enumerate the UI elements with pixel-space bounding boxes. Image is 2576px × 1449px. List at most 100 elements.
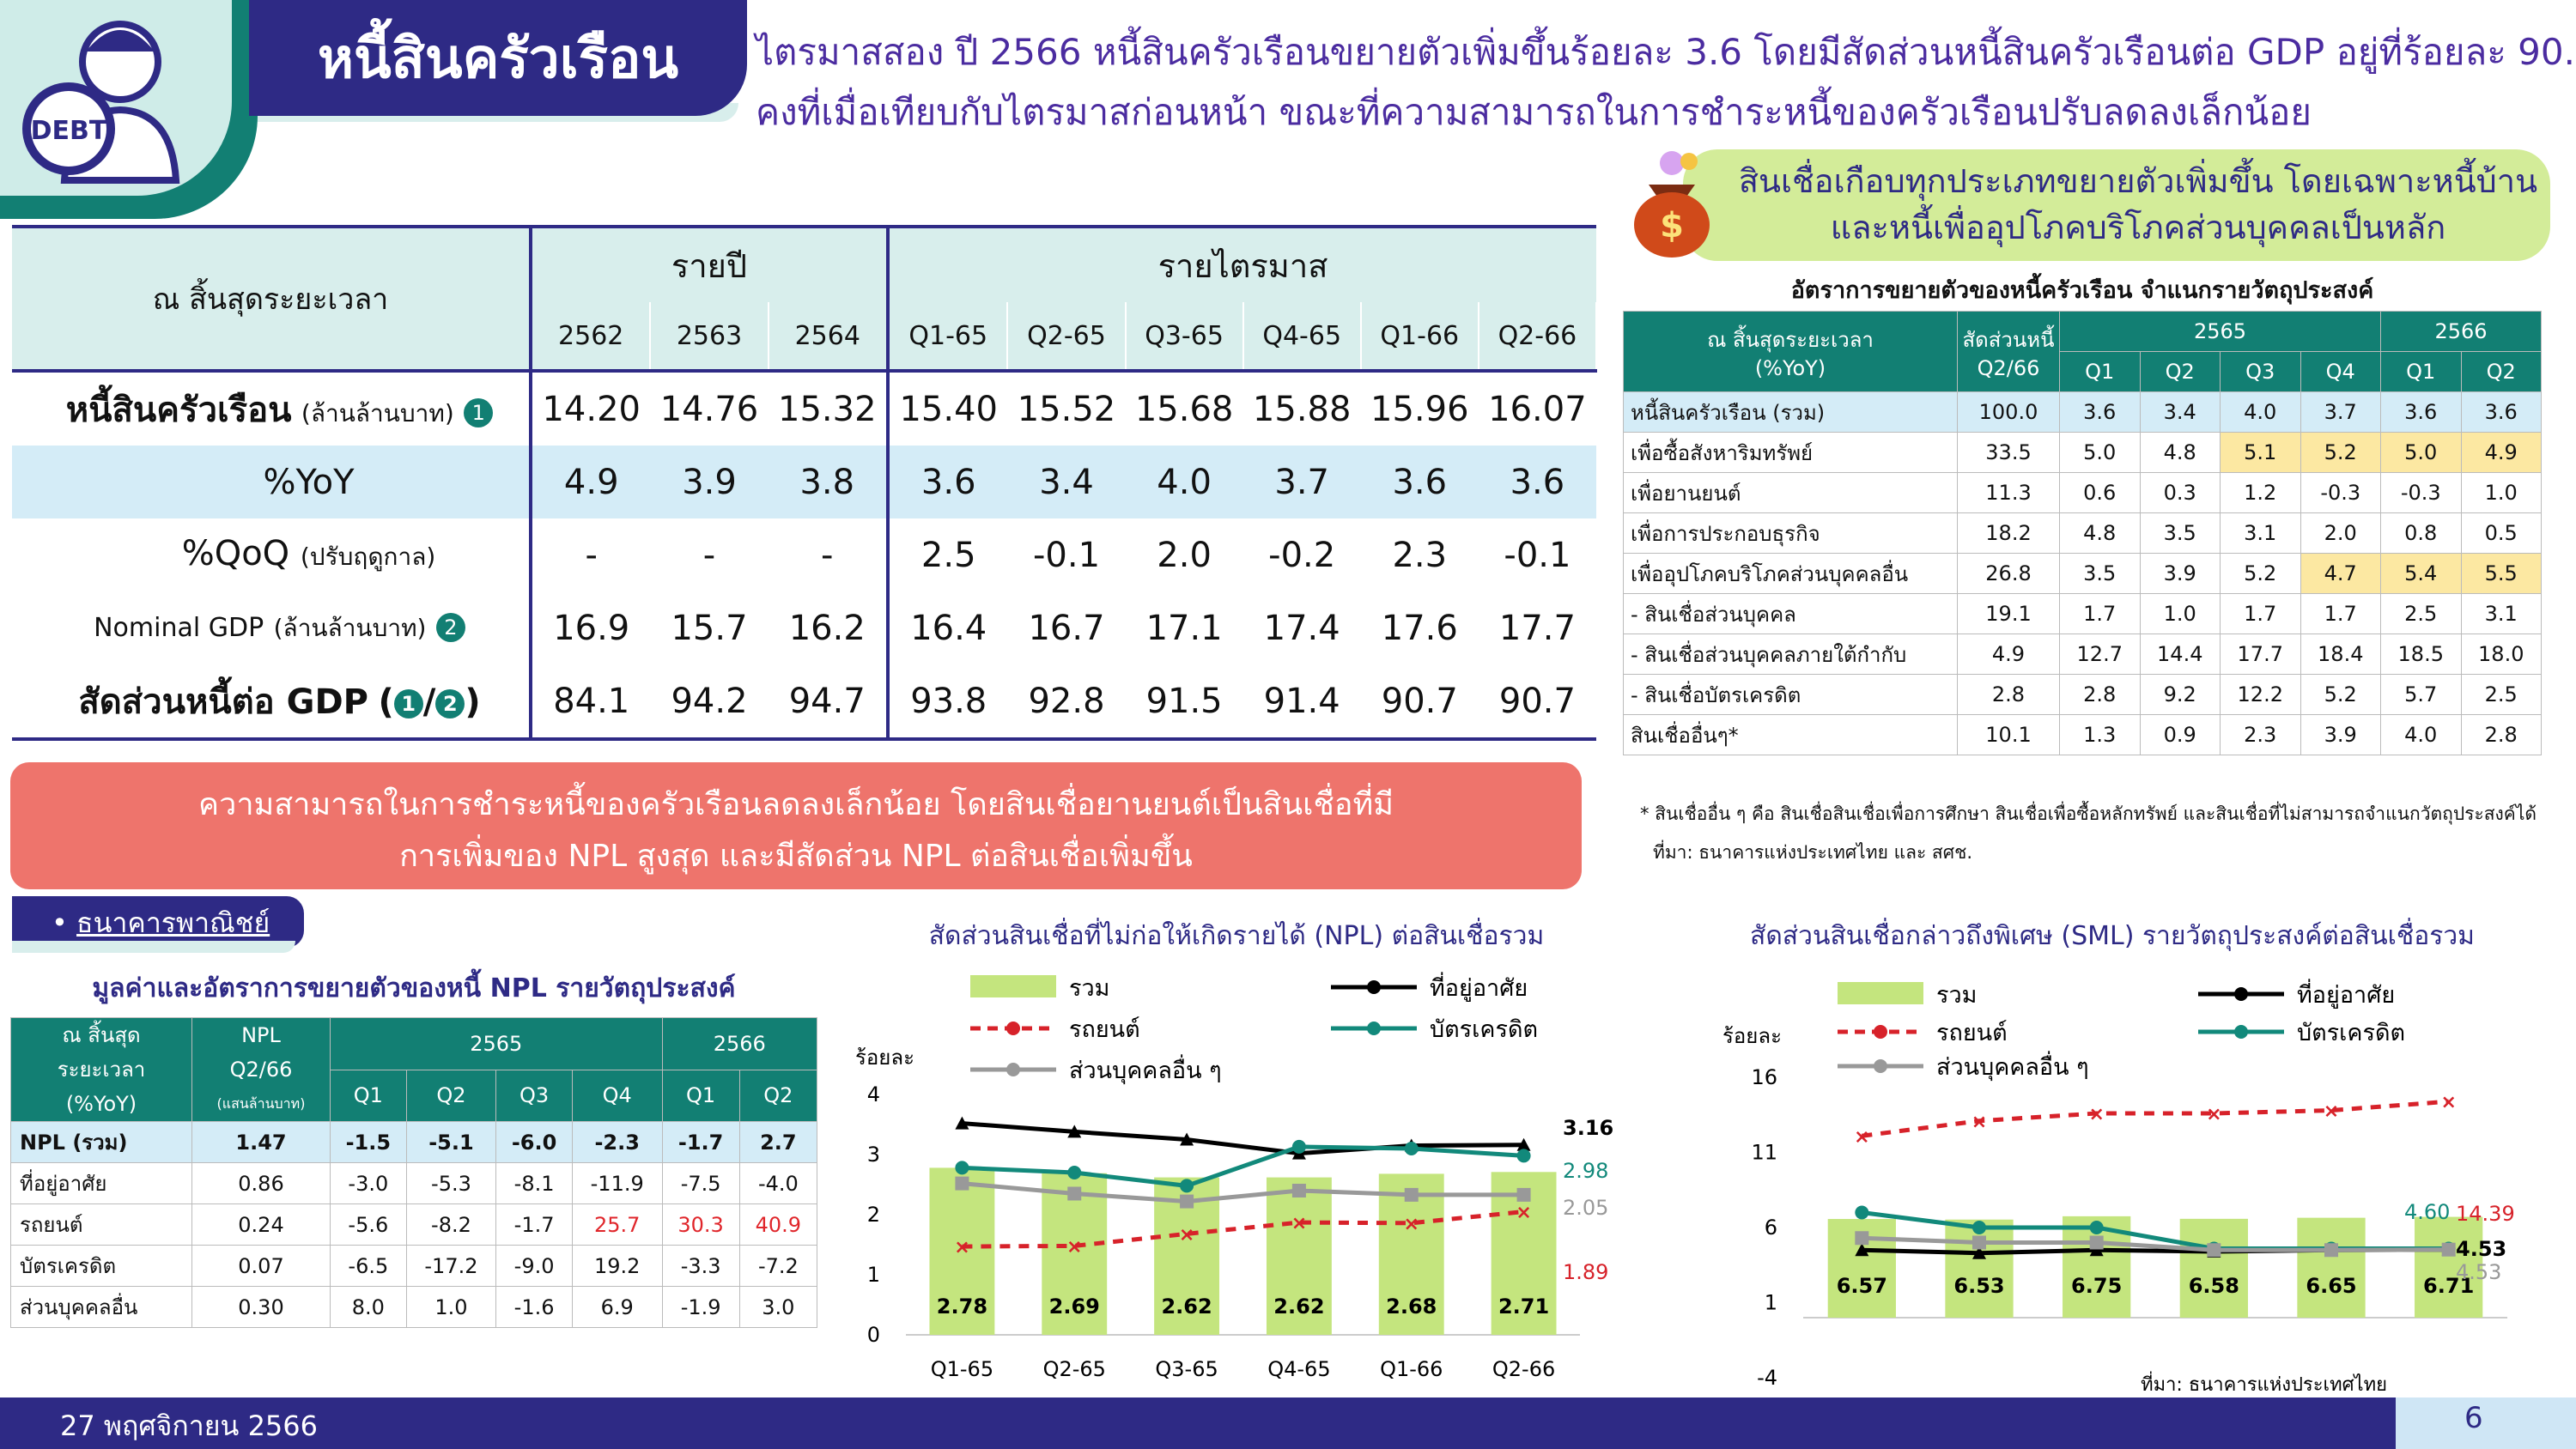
purpose-cell: 3.6: [2380, 391, 2462, 433]
purpose-cell: 1.2: [2220, 472, 2301, 513]
npl-corner-3: (%YoY): [65, 1092, 137, 1116]
npl-cell: -5.6: [330, 1203, 407, 1246]
main-cell: 17.6: [1381, 608, 1458, 648]
npl-cell: -8.1: [495, 1162, 573, 1204]
legend-marker: [1874, 1025, 1887, 1039]
series-point: [2441, 1242, 2456, 1257]
npl-corner-1: ณ สิ้นสุด: [62, 1023, 141, 1047]
npl-cell: -1.7: [495, 1203, 573, 1246]
npl-cell: -5.1: [405, 1121, 497, 1163]
main-cell: 17.7: [1498, 608, 1576, 648]
series-point: [2089, 1243, 2104, 1257]
main-table-row: %YoY 4.9 3.9 3.8 3.6 3.4 4.0 3.7 3.6 3.6: [12, 446, 1596, 518]
purpose-row-label: - สินเชื่อส่วนบุคคลภายใต้กำกับ: [1623, 634, 1958, 675]
series-end-label: 3.16: [1563, 1116, 1613, 1140]
npl-value: 0.07: [191, 1245, 331, 1287]
series-point: [1180, 1132, 1194, 1146]
series-point: [955, 1176, 969, 1191]
main-cell: 15.7: [671, 608, 748, 648]
series-point: ×: [2088, 1104, 2104, 1125]
bar-label: 6.75: [2071, 1274, 2122, 1298]
headline-2: คงที่เมื่อเทียบกับไตรมาสก่อนหน้า ขณะที่ค…: [756, 91, 2312, 133]
npl-cell: 3.0: [738, 1286, 818, 1328]
main-cell: 15.88: [1252, 389, 1352, 429]
series-point: [1516, 1149, 1531, 1163]
npl-cell: -1.7: [661, 1121, 740, 1163]
main-cell: -: [768, 518, 890, 591]
npl-head: NPL Q2/66 (แสนล้านบาท): [191, 1017, 331, 1122]
main-row-label: %QoQ (ปรับฤดูกาล): [12, 518, 532, 591]
svg-text:$: $: [1660, 206, 1684, 246]
series-point: [2089, 1221, 2104, 1234]
main-cell: -0.2: [1268, 535, 1336, 575]
main-cell: 15.32: [768, 371, 890, 446]
main-cell: 93.8: [888, 664, 1008, 741]
purpose-corner: ณ สิ้นสุดระยะเวลา (%YoY): [1623, 311, 1958, 392]
npl-quarter: Q3: [495, 1069, 573, 1122]
purpose-cell: 3.9: [2139, 553, 2221, 594]
logo-text: DEBT: [31, 116, 107, 146]
purpose-quarter: Q2: [2139, 351, 2221, 392]
main-cell: 4.0: [1157, 462, 1212, 502]
series-point: [1972, 1235, 1986, 1250]
legend-label: รถยนต์: [1069, 1016, 1140, 1043]
main-cell: -0.1: [1032, 535, 1101, 575]
purpose-table-title: อัตราการขยายตัวของหนี้ครัวเรือน จำแนกราย…: [1790, 277, 2374, 304]
npl-table: ณ สิ้นสุด ระยะเวลา (%YoY) NPL Q2/66 (แสน…: [10, 1017, 818, 1328]
bar: [929, 1167, 995, 1335]
purpose-note: * สินเชื่ออื่น ๆ คือ สินเชื่อสินเชื่อเพื…: [1640, 803, 2537, 824]
main-cell: 2.5: [920, 535, 976, 575]
purpose-row-label: เพื่ออุปโภคบริโภคส่วนบุคคลอื่น: [1623, 553, 1958, 594]
purpose-share: 11.3: [1957, 472, 2060, 513]
series-point: [1972, 1221, 1986, 1234]
legend-label: ส่วนบุคคลอื่น ๆ: [1936, 1051, 2089, 1082]
purpose-row-label: - สินเชื่อบัตรเครดิต: [1623, 674, 1958, 715]
main-cell: 16.2: [768, 591, 890, 664]
purpose-share: 4.9: [1957, 634, 2060, 675]
npl-cell: 19.2: [571, 1245, 663, 1287]
main-cell: 84.1: [531, 664, 651, 741]
legend-marker: [1874, 1059, 1887, 1073]
main-col-header: Q2-66: [1478, 302, 1598, 373]
main-cell: 16.7: [1028, 608, 1105, 648]
npl-banner: [10, 762, 1582, 889]
series-point: ×: [2324, 1101, 2339, 1123]
series-point: ×: [1404, 1214, 1419, 1235]
series-point: [2207, 1243, 2221, 1258]
legend-marker: [1006, 1063, 1020, 1076]
npl-cell: -17.2: [405, 1245, 497, 1287]
purpose-cell: 4.8: [2139, 432, 2221, 473]
purpose-corner-2: (%YoY): [1754, 356, 1826, 380]
bar: [2179, 1218, 2248, 1318]
main-cell: 15.68: [1134, 389, 1234, 429]
npl-head-3: (แสนล้านบาท): [216, 1095, 306, 1112]
npl-cell: -9.0: [495, 1245, 573, 1287]
npl-cell: 30.3: [661, 1203, 740, 1246]
main-col-header: 2563: [650, 302, 769, 373]
npl-row-label: NPL (รวม): [10, 1121, 192, 1163]
main-row-label: Nominal GDP (ล้านล้านบาท) 2: [12, 591, 532, 664]
legend-marker: [1367, 980, 1381, 994]
npl-head-2: Q2/66: [229, 1058, 293, 1082]
legend-label: รวม: [1069, 975, 1109, 1002]
main-cell: 3.4: [1039, 462, 1094, 502]
page-title: หนี้สินครัวเรือน: [317, 27, 679, 91]
series-point: [1404, 1187, 1419, 1202]
main-cell: 3.9: [682, 462, 737, 502]
purpose-quarter: Q2: [2460, 351, 2542, 392]
purpose-row: - สินเชื่อส่วนบุคคล 19.1 1.7 1.0 1.7 1.7 2.5 3.…: [1623, 593, 2542, 634]
bank-tag-underline: [12, 941, 295, 953]
purpose-corner-1: ณ สิ้นสุดระยะเวลา: [1707, 328, 1874, 352]
purpose-row: เพื่อซื้อสังหาริมทรัพย์ 33.5 5.0 4.8 5.1 5.2 5…: [1623, 432, 2542, 473]
main-row-unit: (ล้านล้านบาท): [301, 398, 454, 427]
series-point: [1404, 1142, 1419, 1155]
series-point: ×: [1854, 1126, 1869, 1148]
npl-cell: -8.2: [405, 1203, 497, 1246]
series-line: [962, 1181, 1524, 1204]
purpose-cell: 2.8: [2059, 674, 2141, 715]
purpose-cell: 3.5: [2059, 553, 2141, 594]
legend-marker: [1006, 1022, 1020, 1035]
purpose-cell: 5.2: [2300, 432, 2381, 473]
npl-cell: -1.9: [661, 1286, 740, 1328]
purpose-row-label: เพื่อซื้อสังหาริมทรัพย์: [1623, 432, 1958, 473]
